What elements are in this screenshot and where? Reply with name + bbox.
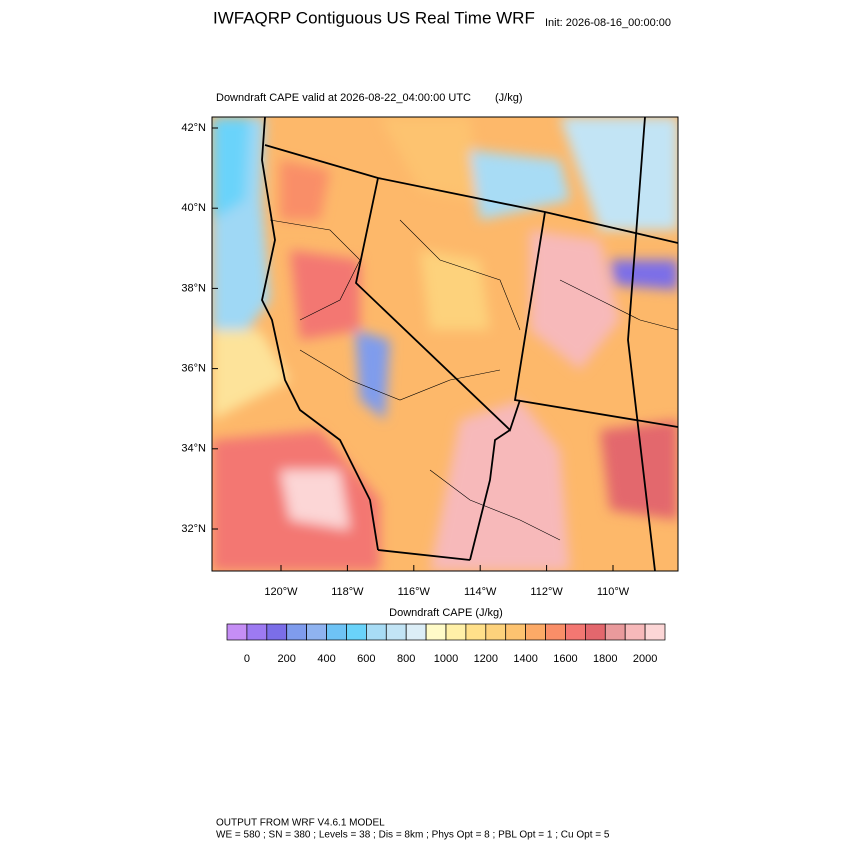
lon-label: 112°W xyxy=(530,586,563,598)
lon-label: 118°W xyxy=(331,586,364,598)
footer-line: WE = 580 ; SN = 380 ; Levels = 38 ; Dis … xyxy=(216,830,610,841)
colorbar-tick-label: 1600 xyxy=(553,653,577,665)
axis-labels: 42°N 40°N 38°N 36°N 34°N 32°N 120°W 118°W 116°W 1… xyxy=(181,122,629,598)
colorbar-tick-label: 1800 xyxy=(593,653,617,665)
colorbar-box xyxy=(465,623,487,641)
colorbar-tick-label: 1200 xyxy=(474,653,498,665)
colorbar-box xyxy=(604,623,626,641)
colorbar: 0 200 400 600 800 1000 1200 1400 1600 1800 2000 xyxy=(226,623,666,665)
colorbar-box xyxy=(246,623,268,641)
colorbar-box xyxy=(385,623,407,641)
units: (J/kg) xyxy=(495,92,523,104)
colorbar-box xyxy=(505,623,526,641)
colorbar-box xyxy=(226,623,248,641)
colorbar-box xyxy=(485,623,507,641)
lat-label: 42°N xyxy=(181,122,206,134)
colorbar-box xyxy=(366,623,387,641)
colorbar-box xyxy=(644,623,666,641)
map-frame xyxy=(211,116,679,572)
lon-label: 120°W xyxy=(264,586,298,598)
footer-line: OUTPUT FROM WRF V4.6.1 MODEL xyxy=(216,818,385,829)
colorbar-box xyxy=(326,623,347,641)
colorbar-box xyxy=(545,623,566,641)
title: IWFAQRP Contiguous US Real Time WRF xyxy=(213,8,535,27)
colorbar-box xyxy=(565,623,586,641)
colorbar-box xyxy=(266,623,288,641)
colorbar-tick-label: 2000 xyxy=(633,653,657,665)
lat-label: 34°N xyxy=(181,443,206,455)
colorbar-tick-label: 1000 xyxy=(434,653,458,665)
colorbar-title: Downdraft CAPE (J/kg) xyxy=(389,607,503,619)
colorbar-box xyxy=(346,623,367,641)
lat-label: 38°N xyxy=(181,282,206,294)
colorbar-box xyxy=(306,623,327,641)
lon-label: 110°W xyxy=(597,586,630,598)
colorbar-box xyxy=(286,623,307,641)
lon-label: 116°W xyxy=(398,586,431,598)
lat-label: 32°N xyxy=(181,523,206,535)
map-field xyxy=(212,117,678,571)
colorbar-tick-label: 800 xyxy=(397,653,415,665)
colorbar-box xyxy=(624,623,646,641)
colorbar-tick-label: 400 xyxy=(317,653,335,665)
colorbar-box xyxy=(525,623,546,641)
colorbar-tick-label: 600 xyxy=(357,653,375,665)
colorbar-box xyxy=(445,623,467,641)
colorbar-tick-label: 0 xyxy=(244,653,250,665)
colorbar-box xyxy=(405,623,427,641)
colorbar-tick-label: 200 xyxy=(278,653,296,665)
lat-label: 40°N xyxy=(181,202,206,214)
subtitle: Downdraft CAPE valid at 2026-08-22_04:00… xyxy=(216,92,471,104)
colorbar-box xyxy=(425,623,447,641)
lat-label: 36°N xyxy=(181,363,206,375)
lon-label: 114°W xyxy=(464,586,497,598)
colorbar-tick-label: 1400 xyxy=(513,653,537,665)
init-time: Init: 2026-08-16_00:00:00 xyxy=(545,17,671,29)
colorbar-box xyxy=(585,623,606,641)
